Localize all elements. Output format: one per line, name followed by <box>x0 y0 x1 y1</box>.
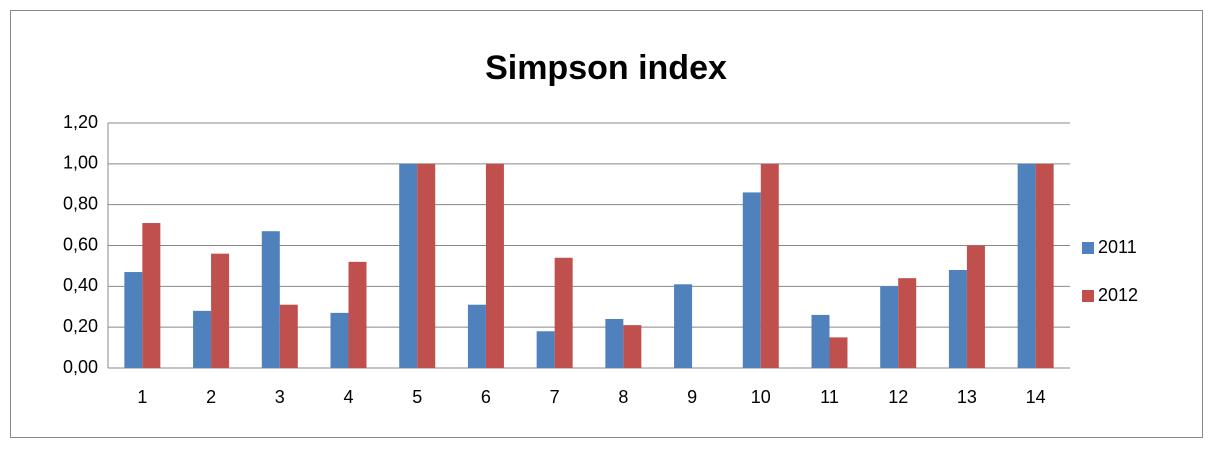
x-tick-label: 12 <box>888 387 908 407</box>
bar <box>605 319 624 368</box>
bar <box>1035 163 1054 368</box>
bar <box>966 245 985 368</box>
y-tick-label: 0,00 <box>63 357 98 377</box>
x-tick-label: 10 <box>751 387 771 407</box>
x-tick-label: 3 <box>275 387 285 407</box>
legend-label: 2012 <box>1098 285 1138 305</box>
bar <box>948 270 967 368</box>
x-tick-label: 2 <box>206 387 216 407</box>
bar <box>211 253 230 368</box>
y-tick-label: 0,20 <box>63 316 98 336</box>
legend-swatch <box>1082 242 1094 254</box>
y-tick-label: 0,60 <box>63 234 98 254</box>
bar <box>760 163 779 368</box>
bar <box>124 272 143 368</box>
bar <box>623 325 642 368</box>
bar <box>348 261 367 368</box>
bar <box>554 257 573 368</box>
bar <box>330 312 349 368</box>
chart-title: Simpson index <box>485 49 727 87</box>
y-tick-label: 1,20 <box>63 112 98 132</box>
legend-swatch <box>1082 290 1094 302</box>
bar <box>742 192 761 368</box>
bar <box>1017 163 1036 368</box>
legend-label: 2011 <box>1098 237 1137 257</box>
y-tick-label: 1,00 <box>63 153 98 173</box>
bar <box>674 284 693 368</box>
x-tick-label: 1 <box>137 387 147 407</box>
bar <box>279 304 298 368</box>
bar <box>811 314 830 368</box>
x-tick-label: 4 <box>343 387 353 407</box>
bar <box>467 304 486 368</box>
bar <box>880 286 899 368</box>
x-tick-label: 14 <box>1026 387 1046 407</box>
x-tick-label: 13 <box>957 387 977 407</box>
bar <box>485 163 504 368</box>
bar <box>399 163 418 368</box>
bar <box>536 331 555 368</box>
bar <box>261 231 280 368</box>
y-tick-label: 0,40 <box>63 275 98 295</box>
bar <box>193 310 212 368</box>
bar <box>142 223 161 368</box>
x-tick-label: 7 <box>550 387 560 407</box>
x-tick-label: 11 <box>820 387 839 407</box>
bar <box>829 337 848 368</box>
bar <box>417 163 436 368</box>
x-tick-label: 6 <box>481 387 491 407</box>
x-tick-label: 5 <box>412 387 422 407</box>
bar <box>898 278 917 368</box>
y-tick-label: 0,80 <box>63 193 98 213</box>
x-tick-label: 9 <box>687 387 697 407</box>
x-tick-label: 8 <box>618 387 628 407</box>
